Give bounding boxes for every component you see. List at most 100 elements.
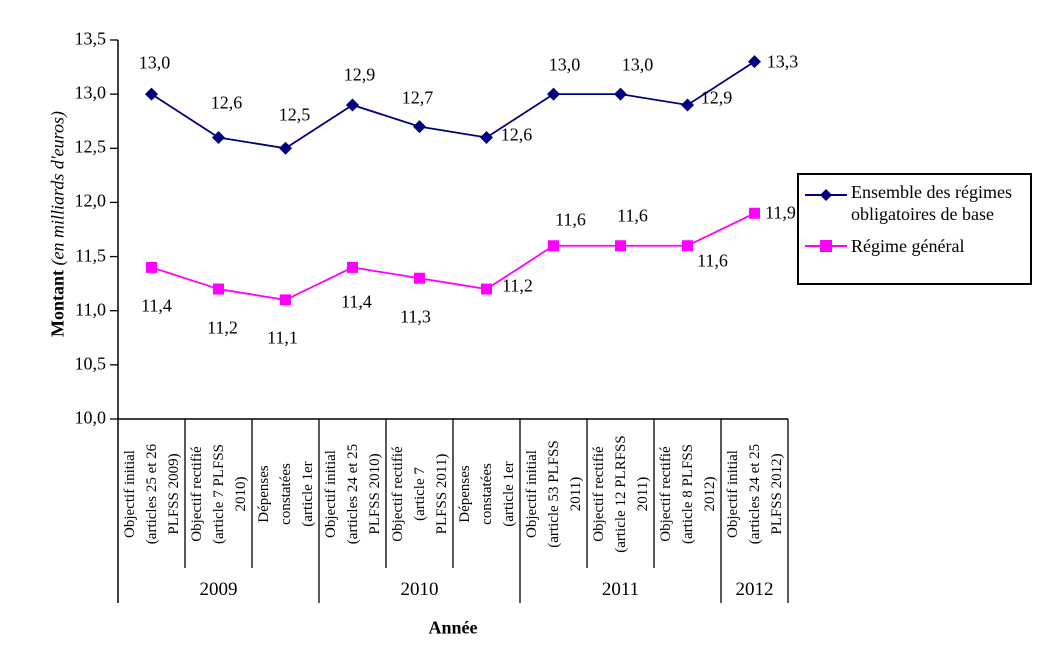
diamond-marker-icon [145,87,158,101]
legend-label-regime-general: Régime général [851,235,964,257]
diamond-marker-icon [681,98,694,112]
y-tick-label: 12,5 [74,136,107,157]
diamond-marker-icon [480,130,493,144]
diamond-marker-icon [346,98,359,112]
diamond-marker-icon [748,55,761,69]
category-label: Objectif initial (articles 24 et 25 PLFSS … [320,419,386,569]
y-tick-label: 10,5 [74,353,107,374]
data-point-label: 11,9 [765,202,796,223]
diamond-marker-icon [413,120,426,134]
data-point-label: 12,5 [278,104,311,125]
category-label-line: (articles 24 et 25 [344,443,361,545]
data-point-label: 11,1 [267,327,298,348]
category-label-line: PLFSS 2009) [165,453,182,535]
category-label: Objectif initial (article 53 PLFSS 2011) [521,419,587,569]
y-tick-label: 10,0 [74,407,107,428]
category-label-line: Objectif initial [121,450,138,538]
data-point-label: 11,6 [617,205,648,226]
category-label-line: Objectif rectifié [657,446,674,542]
year-label-2012: 2012 [735,579,774,600]
data-point-label: 11,6 [555,209,586,230]
category-label-line: Objectif rectifié [590,446,607,542]
series-line-regime-general [151,212,755,301]
data-point-label: 11,4 [141,295,172,316]
diamond-marker-icon [820,189,832,201]
category-label-line: Objectif rectifié [389,446,406,542]
category-label-line: Objectif rectifié [188,446,205,542]
category-label-line: (article 12 PLRFSS [612,435,629,553]
diamond-marker-icon [547,87,560,101]
category-label-line: 2010) [232,476,249,512]
category-label-line: Objectif initial [523,450,540,538]
category-label-line: Objectif initial [724,450,741,538]
square-marker-icon [682,240,693,252]
category-label-line: (article 1er [500,461,517,527]
category-label-line: (article 8 PLFSS [679,444,696,544]
category-label-line: 2011) [567,476,584,512]
data-point-label: 11,4 [341,291,372,312]
y-axis-title: Montant (en milliards d'euros) [48,111,69,337]
category-label-line: 2011) [634,476,651,512]
y-axis-title-main: Montant [47,270,68,338]
square-marker-icon [146,261,157,273]
data-point-label: 12,9 [343,64,376,85]
category-label: Dépenses constatées (article 1er [253,419,319,569]
square-marker-icon [213,283,224,295]
data-point-label: 11,6 [697,250,728,271]
data-point-label: 13,0 [548,54,581,75]
data-point-label: 12,9 [700,87,733,108]
category-label-line: PLFSS 2010) [366,453,383,535]
category-label-line: constatées [478,463,495,525]
category-label: Objectif rectifié (article 12 PLRFSS 2011) [588,419,654,569]
y-tick-label: 13,5 [74,28,107,49]
data-point-label: 11,2 [502,275,533,296]
category-label-line: (article 7 PLFSS [210,444,227,544]
category-label-line: PLFSS 2011) [433,453,450,535]
square-marker-icon [749,207,760,219]
data-point-label: 11,3 [400,306,431,327]
legend-sample-ensemble [805,189,847,201]
square-marker-icon [481,283,492,295]
year-label-2009: 2009 [199,579,238,600]
square-marker-icon [615,240,626,252]
data-point-label: 13,3 [766,51,799,72]
data-point-label: 12,6 [210,92,243,113]
category-label: Objectif rectifié (article 8 PLFSS 2012) [655,419,721,569]
data-point-label: 11,2 [207,317,238,338]
year-label-2011: 2011 [601,579,640,600]
category-label: Objectif initial (articles 25 et 26 PLFSS … [119,419,185,569]
legend: Ensemble des régimes obligatoires de bas… [797,173,1032,285]
category-label-line: PLFSS 2012) [768,453,785,535]
legend-label-line: obligatoires de base [851,204,994,224]
square-marker-icon [347,261,358,273]
square-marker-icon [820,240,832,252]
x-axis-title: Année [428,617,478,638]
category-label: Objectif initial (articles 24 et 25 PLFSS … [722,419,788,569]
category-label-line: Dépenses [255,465,272,523]
square-marker-icon [414,272,425,284]
category-label: Objectif rectifié (article 7 PLFSS 2011) [387,419,453,569]
category-label-line: (article 53 PLFSS [545,440,562,548]
category-label-line: (article 7 [411,467,428,521]
legend-sample-regime-general [805,240,847,252]
legend-label-line: Ensemble des régimes [851,182,1012,202]
category-label: Dépenses constatées (article 1er [454,419,520,569]
category-label-line: Dépenses [456,465,473,523]
data-point-label: 12,7 [401,87,434,108]
y-tick-label: 12,0 [74,191,107,212]
y-tick-label: 11,5 [75,245,106,266]
y-tick-label: 13,0 [74,82,107,103]
diamond-marker-icon [279,141,292,155]
y-tick-label: 11,0 [75,299,106,320]
year-label-2010: 2010 [400,579,439,600]
category-label-line: (article 1er [299,461,316,527]
category-label-line: constatées [277,463,294,525]
legend-label-line: Régime général [851,236,965,256]
data-point-label: 13,0 [621,54,654,75]
diamond-marker-icon [614,87,627,101]
y-axis-title-unit: (en milliards d'euros) [47,110,68,271]
diamond-marker-icon [212,130,225,144]
category-label-line: 2012) [701,476,718,512]
